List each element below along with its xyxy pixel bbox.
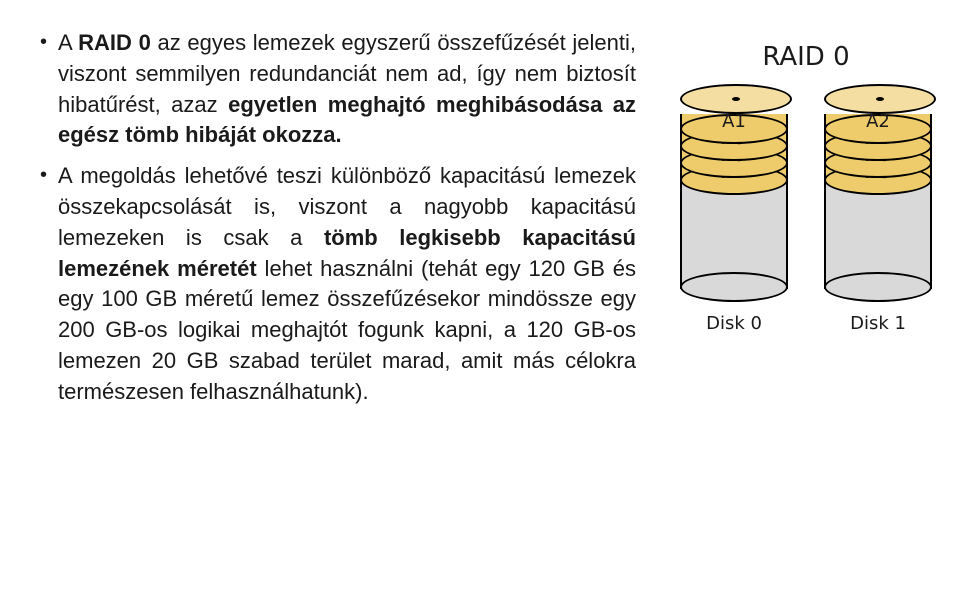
disk: A2A4A6A8 Disk 1	[824, 84, 932, 334]
text-column: A RAID 0 az egyes lemezek egyszerű össze…	[36, 28, 656, 581]
disk-label: Disk 1	[850, 313, 906, 334]
disk: A1A3A5A7 Disk 0	[680, 84, 788, 334]
slide-root: A RAID 0 az egyes lemezek egyszerű össze…	[0, 0, 960, 609]
raid-diagram: RAID 0 A1A3A5A7 Disk 0 A2A4A6A8 Disk 1	[656, 28, 956, 581]
bullet-list: A RAID 0 az egyes lemezek egyszerű össze…	[36, 28, 636, 408]
platter-label: A1	[680, 111, 788, 132]
diagram-title: RAID 0	[762, 42, 849, 72]
bullet-text: A	[58, 30, 78, 55]
disk-body-bottom	[824, 272, 932, 302]
platter-label: A2	[824, 111, 932, 132]
bullet-item: A RAID 0 az egyes lemezek egyszerű össze…	[36, 28, 636, 151]
disk-topcap	[680, 84, 792, 114]
disk-label: Disk 0	[706, 313, 762, 334]
disk-body-bottom	[680, 272, 788, 302]
disk-cylinder: A1A3A5A7	[680, 84, 788, 289]
bullet-text-bold: RAID 0	[78, 30, 151, 55]
disk-topcap	[824, 84, 936, 114]
disks-row: A1A3A5A7 Disk 0 A2A4A6A8 Disk 1	[680, 84, 932, 334]
bullet-item: A megoldás lehetővé teszi különböző kapa…	[36, 161, 636, 407]
disk-cylinder: A2A4A6A8	[824, 84, 932, 289]
